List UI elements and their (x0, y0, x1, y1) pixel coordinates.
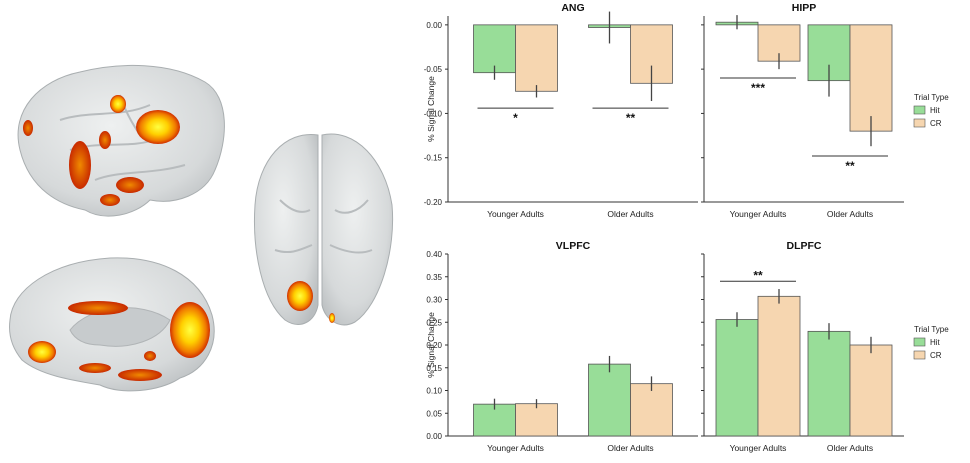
significance-label: ** (753, 268, 763, 282)
x-tick-label: Older Adults (607, 443, 653, 453)
bar-cr (515, 403, 558, 437)
brain-renderings (0, 0, 420, 458)
legend-title: Trial Type (914, 93, 949, 102)
y-tick-label: 0.20 (426, 341, 442, 350)
x-tick-label: Younger Adults (487, 209, 544, 219)
legend-swatch-cr (913, 350, 926, 360)
y-tick-label: -0.10 (424, 109, 443, 118)
brain-ventral-icon (254, 133, 394, 326)
legend-title: Trial Type (914, 325, 949, 334)
bar-hit (473, 24, 516, 74)
significance-label: ** (845, 159, 855, 173)
x-tick-label: Younger Adults (487, 443, 544, 453)
y-tick-label: -0.20 (424, 198, 443, 207)
y-tick-label: 0.35 (426, 273, 442, 282)
legend-label-hit: Hit (930, 338, 941, 347)
chart-title: VLPFC (556, 240, 591, 252)
bar-hit (807, 330, 851, 437)
y-tick-label: 0.30 (426, 296, 442, 305)
brain-lateral-icon (17, 64, 225, 217)
x-tick-label: Older Adults (607, 209, 653, 219)
y-tick-label: -0.15 (424, 154, 443, 163)
x-tick-label: Older Adults (827, 209, 873, 219)
y-tick-label: 0.10 (426, 387, 442, 396)
y-tick-label: 0.05 (426, 409, 442, 418)
y-tick-label: 0.40 (426, 250, 442, 259)
chart-title: ANG (561, 2, 584, 14)
y-tick-label: 0.00 (426, 432, 442, 441)
bar-charts: ANG 0.00 -0.05 -0.10 -0.15 -0.20 % Signal Chan… (424, 2, 949, 453)
significance-label: ** (626, 111, 636, 125)
bar-cr (515, 24, 558, 92)
legend-label-hit: Hit (930, 106, 941, 115)
bar-hit (715, 319, 759, 437)
bar-hit (588, 363, 631, 437)
bar-charts-panel: ANG 0.00 -0.05 -0.10 -0.15 -0.20 % Signal Chan… (420, 0, 970, 458)
legend-label-cr: CR (930, 351, 942, 360)
x-tick-label: Older Adults (827, 443, 873, 453)
bar-cr (630, 383, 673, 437)
bar-cr (849, 344, 893, 437)
legend-swatch-hit (913, 105, 926, 115)
legend-swatch-hit (913, 337, 926, 347)
y-axis-label: % Signal Change (426, 312, 436, 378)
bar-cr (849, 24, 893, 132)
x-tick-label: Younger Adults (730, 209, 787, 219)
legend-swatch-cr (913, 118, 926, 128)
x-tick-label: Younger Adults (730, 443, 787, 453)
legend-label-cr: CR (930, 119, 942, 128)
y-tick-label: -0.05 (424, 65, 443, 74)
significance-label: *** (751, 81, 765, 95)
chart-title: DLPFC (787, 240, 822, 252)
significance-label: * (513, 111, 518, 125)
y-axis-label: % Signal Change (426, 76, 436, 142)
chart-title: HIPP (792, 2, 817, 14)
brain-medial-icon (9, 257, 215, 392)
y-tick-label: 0.15 (426, 364, 442, 373)
y-tick-label: 0.25 (426, 318, 442, 327)
brain-figure (9, 64, 394, 392)
y-tick-label: 0.00 (426, 21, 442, 30)
bar-cr (757, 295, 801, 437)
